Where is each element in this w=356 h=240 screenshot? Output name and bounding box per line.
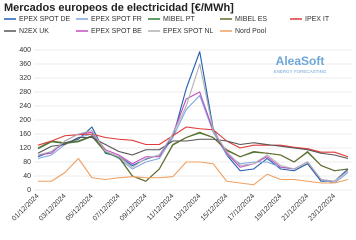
x-tick-label: 17/12/2024 [227, 193, 257, 223]
legend-label: MIBEL ES [235, 16, 267, 23]
y-tick-label: 240 [19, 103, 31, 110]
y-tick-label: 80 [23, 159, 31, 166]
y-tick-label: 40 [23, 173, 31, 180]
x-tick-label: 03/12/2024 [38, 193, 68, 223]
x-tick-label: 09/12/2024 [119, 193, 149, 223]
legend-label: N2EX UK [19, 28, 49, 35]
y-tick-label: 0 [27, 187, 31, 194]
x-tick-label: 11/12/2024 [146, 193, 175, 222]
x-tick-label: 05/12/2024 [65, 193, 95, 223]
legend-label: Nord Pool [235, 28, 267, 35]
y-tick-label: 360 [19, 61, 31, 68]
legend-label: EPEX SPOT DE [19, 16, 71, 23]
watermark-tagline: ENERGY FORECASTING [274, 69, 327, 74]
x-tick-label: 01/12/2024 [11, 193, 41, 223]
y-tick-label: 320 [19, 75, 31, 82]
x-tick-label: 15/12/2024 [200, 193, 230, 223]
y-tick-label: 160 [19, 131, 31, 138]
series-line [37, 126, 349, 158]
watermark-name: AleaSoft [276, 54, 325, 68]
series-line [37, 63, 349, 182]
x-tick-label: 21/12/2024 [281, 193, 311, 223]
x-tick-label: 19/12/2024 [254, 193, 284, 223]
x-tick-label: 23/12/2024 [308, 193, 338, 223]
legend-label: EPEX SPOT NL [163, 28, 214, 35]
x-tick-label: 07/12/2024 [92, 193, 122, 223]
legend-label: EPEX SPOT FR [91, 16, 142, 23]
y-tick-label: 280 [19, 89, 31, 96]
legend-label: IPEX IT [305, 16, 330, 23]
y-tick-label: 200 [19, 117, 31, 124]
series-line [37, 131, 349, 182]
chart-title: Mercados europeos de electricidad [€/MWh… [4, 2, 234, 14]
y-tick-label: 120 [19, 145, 31, 152]
x-tick-label: 13/12/2024 [173, 193, 203, 223]
series-line [37, 136, 349, 160]
series-line [38, 157, 349, 186]
series-line [37, 51, 349, 182]
legend-label: MIBEL PT [163, 16, 195, 23]
legend-label: EPEX SPOT BE [91, 28, 142, 35]
y-tick-label: 400 [19, 47, 31, 54]
